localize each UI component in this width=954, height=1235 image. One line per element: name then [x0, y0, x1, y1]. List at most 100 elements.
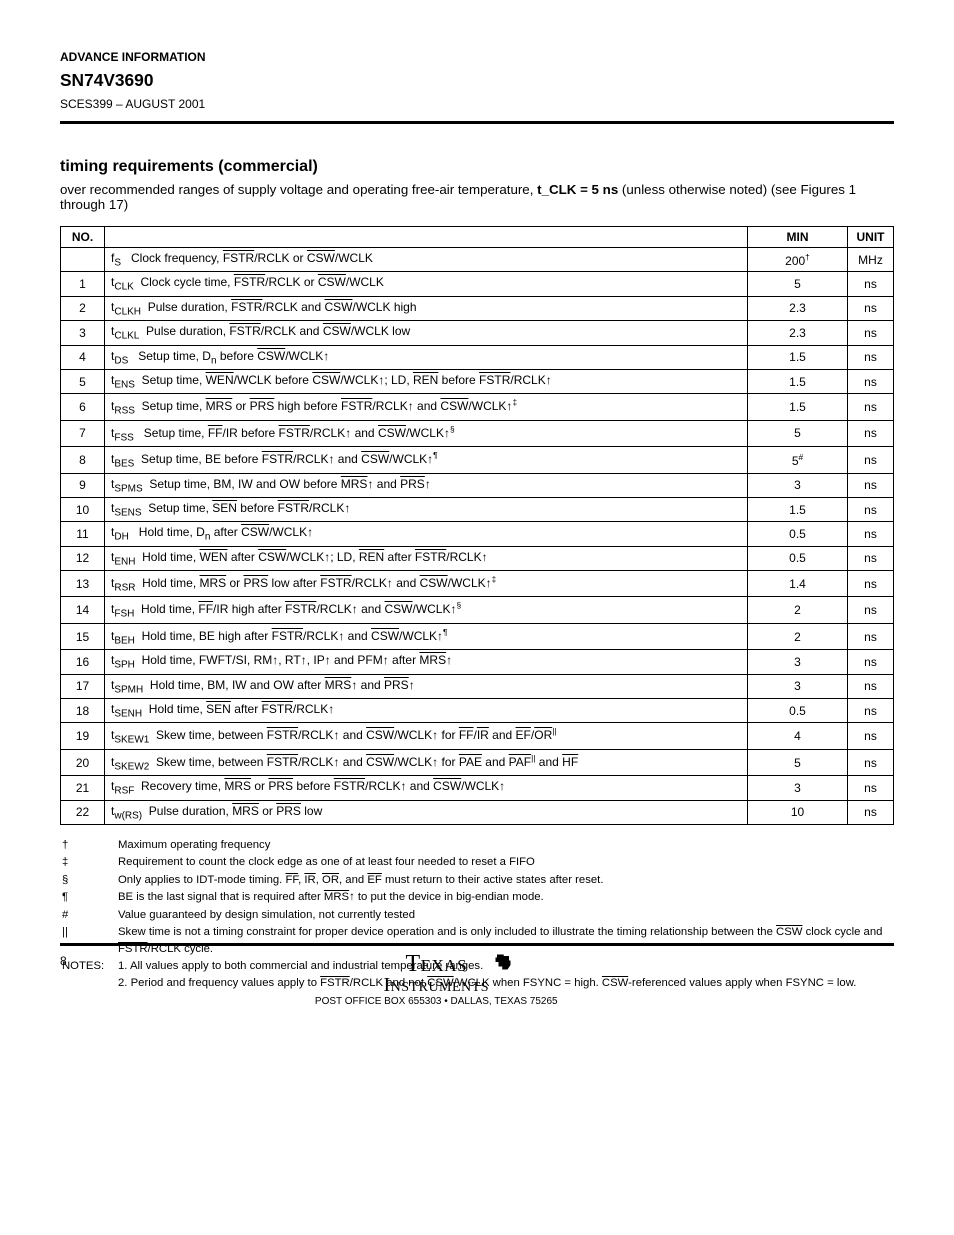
cell-param: tFSS Setup time, FF/IR before FSTR/RCLK↑… — [105, 420, 748, 446]
cell-no: 8 — [61, 447, 105, 473]
part-number: SN74V3690 — [60, 70, 894, 91]
cell-unit: ns — [848, 650, 894, 674]
table-row: 3tCLKL Pulse duration, FSTR/RCLK and CSW… — [61, 321, 894, 345]
cell-unit: ns — [848, 447, 894, 473]
footnote-label: § — [62, 872, 118, 888]
cell-unit: MHz — [848, 248, 894, 272]
conditions-speed: t_CLK = 5 ns — [537, 182, 618, 197]
cell-param: tDH Hold time, Dn after CSW/WCLK↑ — [105, 522, 748, 546]
ti-logo: Texas Instruments — [384, 954, 490, 994]
cell-unit: ns — [848, 345, 894, 369]
cell-unit: ns — [848, 571, 894, 597]
page-footer: 8 Texas Instruments POST OFFICE BOX 6553… — [60, 937, 894, 1007]
cell-no — [61, 248, 105, 272]
cell-param: tSKEW1 Skew time, between FSTR/RCLK↑ and… — [105, 723, 748, 749]
cell-param: tRSS Setup time, MRS or PRS high before … — [105, 394, 748, 420]
cell-min: 2 — [748, 623, 848, 649]
cell-unit: ns — [848, 776, 894, 800]
cell-param: tw(RS) Pulse duration, MRS or PRS low — [105, 800, 748, 824]
table-row: 14tFSH Hold time, FF/IR high after FSTR/… — [61, 597, 894, 623]
conditions-prefix: over recommended ranges of supply voltag… — [60, 182, 537, 197]
table-row: 2tCLKH Pulse duration, FSTR/RCLK and CSW… — [61, 296, 894, 320]
cell-no: 1 — [61, 272, 105, 296]
cell-no: 18 — [61, 699, 105, 723]
cell-min: 0.5 — [748, 546, 848, 570]
footnote-label: † — [62, 837, 118, 853]
cell-min: 3 — [748, 473, 848, 497]
table-row: 7tFSS Setup time, FF/IR before FSTR/RCLK… — [61, 420, 894, 446]
cell-unit: ns — [848, 369, 894, 393]
cell-unit: ns — [848, 296, 894, 320]
table-row: fS Clock frequency, FSTR/RCLK or CSW/WCL… — [61, 248, 894, 272]
cell-param: tSPH Hold time, FWFT/SI, RM↑, RT↑, IP↑ a… — [105, 650, 748, 674]
table-row: 8tBES Setup time, BE before FSTR/RCLK↑ a… — [61, 447, 894, 473]
footnote-body: BE is the last signal that is required a… — [118, 889, 894, 905]
cell-min: 1.5 — [748, 345, 848, 369]
cell-param: tRSR Hold time, MRS or PRS low after FST… — [105, 571, 748, 597]
cell-min: 5 — [748, 420, 848, 446]
cell-unit: ns — [848, 674, 894, 698]
cell-unit: ns — [848, 497, 894, 521]
footer-address: POST OFFICE BOX 655303 • DALLAS, TEXAS 7… — [315, 996, 558, 1007]
cell-min: 5# — [748, 447, 848, 473]
table-row: 12tENH Hold time, WEN after CSW/WCLK↑; L… — [61, 546, 894, 570]
footnote: †Maximum operating frequency — [62, 837, 894, 853]
cell-unit: ns — [848, 473, 894, 497]
table-row: 9tSPMS Setup time, BM, IW and OW before … — [61, 473, 894, 497]
cell-param: tENS Setup time, WEN/WCLK before CSW/WCL… — [105, 369, 748, 393]
cell-no: 7 — [61, 420, 105, 446]
cell-param: tSPMS Setup time, BM, IW and OW before M… — [105, 473, 748, 497]
footnote: ‡Requirement to count the clock edge as … — [62, 854, 894, 870]
cell-min: 0.5 — [748, 699, 848, 723]
cell-no: 22 — [61, 800, 105, 824]
cell-param: tSENH Hold time, SEN after FSTR/RCLK↑ — [105, 699, 748, 723]
th-param — [105, 227, 748, 248]
cell-no: 11 — [61, 522, 105, 546]
cell-unit: ns — [848, 800, 894, 824]
table-row: 11tDH Hold time, Dn after CSW/WCLK↑0.5ns — [61, 522, 894, 546]
table-header-row: NO. MIN UNIT — [61, 227, 894, 248]
po-box: POST OFFICE BOX 655303 — [315, 996, 442, 1007]
cell-no: 17 — [61, 674, 105, 698]
cell-min: 0.5 — [748, 522, 848, 546]
table-row: 13tRSR Hold time, MRS or PRS low after F… — [61, 571, 894, 597]
table-row: 17tSPMH Hold time, BM, IW and OW after M… — [61, 674, 894, 698]
section-conditions: over recommended ranges of supply voltag… — [60, 182, 894, 212]
cell-min: 200† — [748, 248, 848, 272]
cell-min: 1.5 — [748, 394, 848, 420]
cell-no: 14 — [61, 597, 105, 623]
cell-min: 1.4 — [748, 571, 848, 597]
cell-param: tCLKH Pulse duration, FSTR/RCLK and CSW/… — [105, 296, 748, 320]
cell-no: 15 — [61, 623, 105, 649]
cell-param: fS Clock frequency, FSTR/RCLK or CSW/WCL… — [105, 248, 748, 272]
footnote-body: Only applies to IDT-mode timing. FF, IR,… — [118, 872, 894, 888]
cell-param: tSENS Setup time, SEN before FSTR/RCLK↑ — [105, 497, 748, 521]
cell-no: 21 — [61, 776, 105, 800]
cell-no: 13 — [61, 571, 105, 597]
cell-unit: ns — [848, 546, 894, 570]
doc-code: SCES399 – AUGUST 2001 — [60, 97, 894, 111]
cell-no: 9 — [61, 473, 105, 497]
cell-unit: ns — [848, 749, 894, 775]
cell-min: 10 — [748, 800, 848, 824]
cell-no: 3 — [61, 321, 105, 345]
cell-no: 20 — [61, 749, 105, 775]
table-row: 4tDS Setup time, Dn before CSW/WCLK↑1.5n… — [61, 345, 894, 369]
cell-min: 4 — [748, 723, 848, 749]
cell-unit: ns — [848, 272, 894, 296]
cell-unit: ns — [848, 394, 894, 420]
cell-unit: ns — [848, 699, 894, 723]
table-row: 6tRSS Setup time, MRS or PRS high before… — [61, 394, 894, 420]
cell-min: 5 — [748, 272, 848, 296]
footnote: ¶BE is the last signal that is required … — [62, 889, 894, 905]
section-title: timing requirements (commercial) — [60, 158, 894, 176]
cell-min: 2 — [748, 597, 848, 623]
footer-rule — [60, 943, 894, 946]
table-row: 10tSENS Setup time, SEN before FSTR/RCLK… — [61, 497, 894, 521]
ti-chip-icon — [493, 953, 513, 971]
footnote-label: # — [62, 907, 118, 923]
cell-min: 5 — [748, 749, 848, 775]
table-row: 19tSKEW1 Skew time, between FSTR/RCLK↑ a… — [61, 723, 894, 749]
cell-min: 1.5 — [748, 369, 848, 393]
cell-param: tRSF Recovery time, MRS or PRS before FS… — [105, 776, 748, 800]
